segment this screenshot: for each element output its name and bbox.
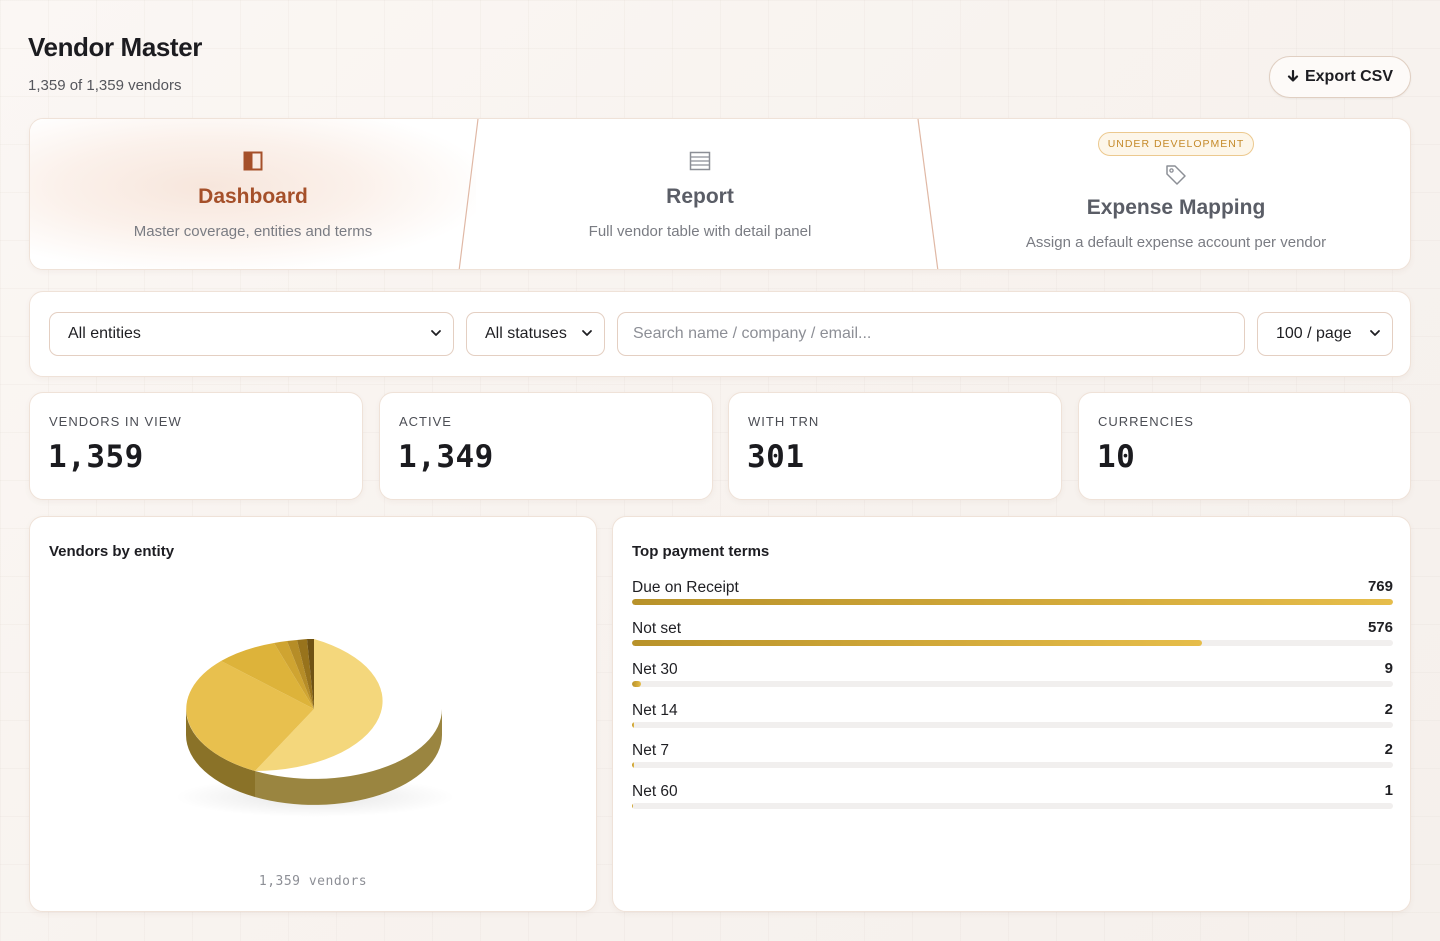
- term-bar-fill: [632, 722, 634, 728]
- term-bar-track: [632, 722, 1393, 728]
- status-select-value: All statuses: [485, 325, 567, 342]
- term-bar-fill: [632, 762, 634, 768]
- term-bar-track: [632, 681, 1393, 687]
- top-payment-terms-panel: Top payment terms Due on Receipt 769 Not…: [612, 516, 1411, 912]
- entity-pie-chart: [175, 638, 455, 817]
- pie-slice: [186, 661, 314, 771]
- tab-dashboard[interactable]: Dashboard Master coverage, entities and …: [30, 119, 476, 269]
- term-count: 769: [1367, 578, 1393, 595]
- stat-label: WITH TRN: [748, 414, 820, 429]
- term-bar-fill: [632, 681, 641, 687]
- term-bar-track: [632, 599, 1393, 605]
- pie-slice: [297, 639, 314, 709]
- tab-description: Full vendor table with detail panel: [588, 223, 812, 240]
- panel-title: Vendors by entity: [49, 543, 175, 560]
- term-count: 1: [1384, 782, 1393, 799]
- stat-card-currencies: CURRENCIES 10: [1078, 392, 1411, 500]
- status-select[interactable]: All statuses: [466, 312, 605, 356]
- stat-value: 10: [1097, 439, 1136, 475]
- tab-label: Report: [666, 185, 734, 208]
- term-count: 9: [1384, 660, 1393, 677]
- term-name: Net 7: [632, 742, 670, 759]
- download-arrow-icon: [1287, 70, 1299, 82]
- term-count: 2: [1384, 701, 1393, 718]
- term-row: Net 60 1: [632, 782, 1393, 823]
- chevron-down-icon: [582, 330, 592, 336]
- term-count: 2: [1384, 741, 1393, 758]
- tab-label: Dashboard: [198, 185, 308, 208]
- page-header: Vendor Master 1,359 of 1,359 vendors: [28, 32, 202, 94]
- stat-card-vendors-in-view: VENDORS IN VIEW 1,359: [29, 392, 363, 500]
- table-icon: [480, 151, 920, 177]
- split-panel-icon: [30, 151, 476, 177]
- search-placeholder: Search name / company / email...: [633, 325, 872, 342]
- panel-title: Top payment terms: [632, 543, 770, 560]
- pie-slice: [307, 638, 314, 709]
- stat-card-with-trn: WITH TRN 301: [728, 392, 1062, 500]
- chevron-down-icon: [1370, 330, 1380, 336]
- export-csv-button[interactable]: Export CSV: [1269, 56, 1411, 98]
- page-size-value: 100 / page: [1276, 325, 1352, 342]
- search-input[interactable]: Search name / company / email...: [617, 312, 1245, 356]
- pie-slice: [255, 639, 383, 771]
- term-bar-fill: [632, 599, 1393, 605]
- term-row: Not set 576: [632, 619, 1393, 660]
- tab-divider: [917, 119, 939, 269]
- export-csv-label: Export CSV: [1304, 68, 1393, 85]
- term-row: Net 14 2: [632, 701, 1393, 742]
- term-row: Due on Receipt 769: [632, 578, 1393, 619]
- stat-label: VENDORS IN VIEW: [49, 414, 182, 429]
- pie-caption: 1,359 vendors: [258, 874, 368, 889]
- entity-select-value: All entities: [68, 325, 141, 342]
- term-bar-track: [632, 803, 1393, 809]
- term-name: Net 30: [632, 661, 678, 678]
- page-size-select[interactable]: 100 / page: [1257, 312, 1393, 356]
- pie-slice: [274, 641, 314, 709]
- term-count: 576: [1367, 619, 1393, 636]
- tab-report[interactable]: Report Full vendor table with detail pan…: [480, 119, 920, 269]
- term-bar-fill: [632, 803, 634, 809]
- view-tabs: Dashboard Master coverage, entities and …: [29, 118, 1411, 270]
- term-row: Net 30 9: [632, 660, 1393, 701]
- entity-select[interactable]: All entities: [49, 312, 454, 356]
- chevron-down-icon: [431, 330, 441, 336]
- stat-value: 301: [747, 439, 805, 475]
- stat-value: 1,349: [398, 439, 494, 475]
- vendors-by-entity-panel: Vendors by entity 1,359 vendors: [29, 516, 597, 912]
- term-name: Due on Receipt: [632, 579, 739, 596]
- pie-slice: [287, 640, 314, 709]
- pie-side-wall: [255, 709, 442, 805]
- tab-description: Master coverage, entities and terms: [133, 223, 373, 240]
- stat-label: ACTIVE: [399, 414, 452, 429]
- under-development-badge: UNDER DEVELOPMENT: [1097, 132, 1255, 156]
- tab-description: Assign a default expense account per ven…: [1025, 234, 1327, 251]
- stat-label: CURRENCIES: [1098, 414, 1194, 429]
- term-bar-track: [632, 640, 1393, 646]
- term-name: Net 14: [632, 702, 678, 719]
- pie-slice: [221, 643, 314, 709]
- term-row: Net 7 2: [632, 741, 1393, 782]
- term-bar-track: [632, 762, 1393, 768]
- term-bar-fill: [632, 640, 1202, 646]
- tab-expense-mapping[interactable]: UNDER DEVELOPMENT Expense Mapping Assign…: [940, 119, 1410, 269]
- term-name: Net 60: [632, 783, 678, 800]
- stat-card-active: ACTIVE 1,349: [379, 392, 713, 500]
- tab-label: Expense Mapping: [1086, 196, 1266, 219]
- stat-value: 1,359: [48, 439, 144, 475]
- page-title: Vendor Master: [28, 32, 202, 62]
- tag-icon: [940, 162, 1410, 194]
- term-name: Not set: [632, 620, 682, 637]
- tab-divider: [458, 119, 479, 269]
- pie-side-wall: [186, 709, 255, 797]
- vendor-count: 1,359 of 1,359 vendors: [28, 77, 182, 94]
- filter-bar: All entities All statuses Search name / …: [29, 291, 1411, 377]
